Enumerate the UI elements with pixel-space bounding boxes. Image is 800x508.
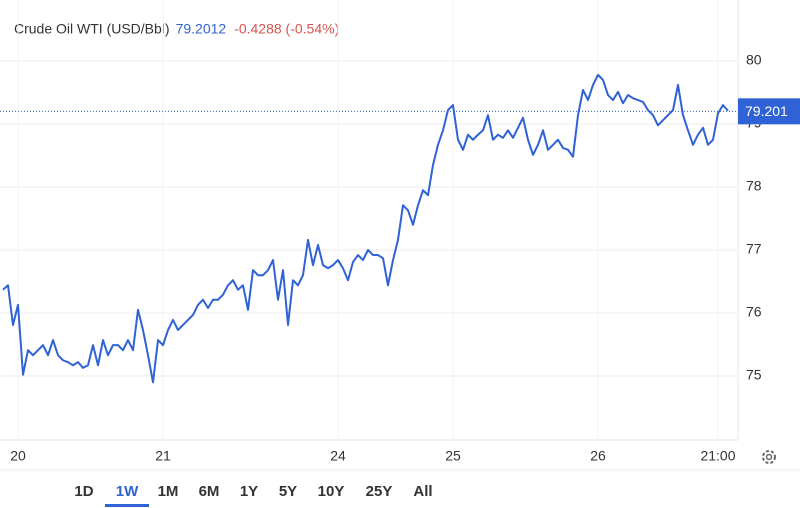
x-tick-label: 26 xyxy=(590,448,606,464)
x-tick-label: 21 xyxy=(155,448,171,464)
range-button[interactable]: 1W xyxy=(116,483,139,500)
x-tick-label: 21:00 xyxy=(700,448,735,464)
price-change: -0.4288 (-0.54%) xyxy=(234,21,339,37)
x-tick-label: 25 xyxy=(445,448,461,464)
range-button[interactable]: 5Y xyxy=(279,483,297,500)
range-button[interactable]: 1D xyxy=(74,483,93,500)
y-tick-label: 77 xyxy=(746,241,762,257)
x-tick-label: 20 xyxy=(10,448,26,464)
y-tick-label: 75 xyxy=(746,367,762,383)
active-underline xyxy=(105,504,149,507)
price-line xyxy=(2,73,729,384)
y-tick-label: 76 xyxy=(746,304,762,320)
range-button[interactable]: 1Y xyxy=(240,483,258,500)
chart-title: Crude Oil WTI (USD/Bbl) xyxy=(14,21,170,37)
range-button[interactable]: 10Y xyxy=(318,483,345,500)
y-tick-label: 80 xyxy=(746,52,762,68)
range-button[interactable]: 25Y xyxy=(366,483,393,500)
y-tick-label: 78 xyxy=(746,178,762,194)
range-button[interactable]: 6M xyxy=(199,483,220,500)
range-button[interactable]: All xyxy=(413,483,432,500)
last-value-label: 79.201 xyxy=(745,103,788,119)
range-button[interactable]: 1M xyxy=(158,483,179,500)
settings-icon[interactable] xyxy=(762,450,776,464)
price: 79.2012 xyxy=(176,21,227,37)
x-tick-label: 24 xyxy=(330,448,346,464)
last-value-box xyxy=(738,98,800,125)
